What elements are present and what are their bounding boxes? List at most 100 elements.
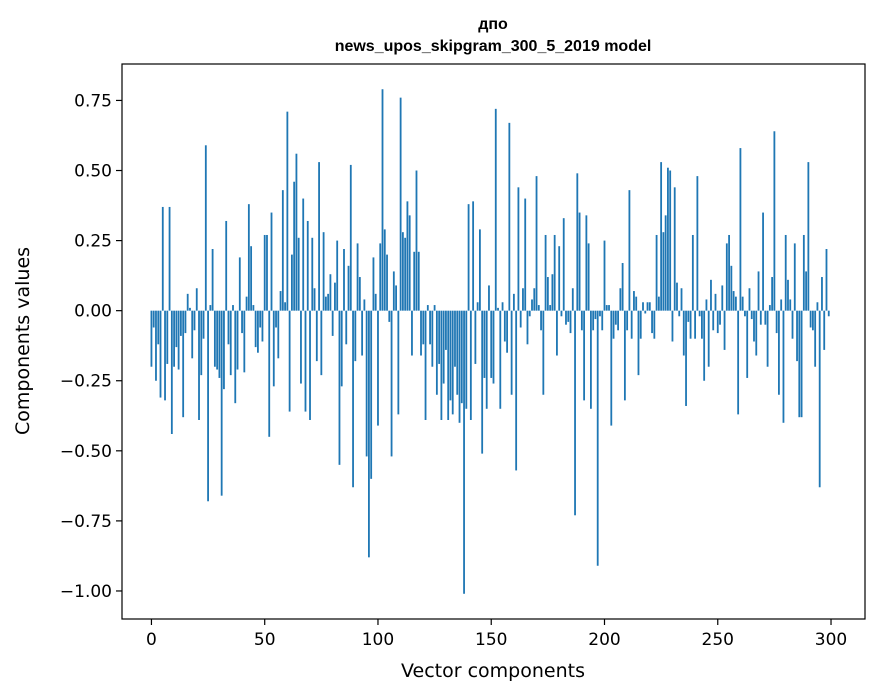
bar	[599, 310, 601, 317]
bar	[415, 170, 418, 311]
bar	[657, 296, 660, 311]
bar	[490, 310, 493, 378]
bar	[646, 302, 649, 311]
bar	[198, 310, 200, 420]
bar	[309, 310, 311, 420]
bar	[386, 254, 388, 311]
bar	[343, 249, 345, 311]
bar	[295, 153, 298, 311]
bar	[621, 263, 624, 311]
bar	[492, 310, 495, 384]
bar	[168, 206, 171, 311]
bar	[687, 310, 690, 322]
bar	[662, 232, 665, 311]
bar	[186, 293, 189, 311]
y-tick-label: −0.50	[60, 442, 112, 462]
bar	[390, 310, 393, 457]
y-tick-label: 0.50	[74, 162, 112, 182]
y-tick-label: −1.00	[60, 582, 112, 602]
bar	[223, 310, 225, 390]
bar	[789, 299, 792, 311]
bar	[236, 310, 239, 370]
bar	[753, 310, 755, 342]
bar	[583, 310, 586, 401]
bar	[648, 302, 651, 311]
bar	[266, 234, 268, 311]
bar	[515, 310, 518, 471]
bar	[603, 240, 606, 311]
bar	[435, 310, 438, 395]
bar	[782, 310, 785, 423]
bar	[639, 310, 642, 339]
bar	[608, 305, 610, 311]
bar	[710, 279, 712, 311]
bar	[200, 310, 203, 376]
bar	[739, 148, 742, 311]
bar	[189, 307, 191, 311]
bar	[766, 310, 769, 367]
bar	[454, 310, 456, 367]
bar	[827, 310, 830, 317]
bar	[592, 310, 595, 331]
bar	[179, 310, 182, 336]
x-tick-label: 300	[815, 630, 847, 650]
bar	[544, 234, 547, 311]
bar	[499, 310, 502, 409]
bar	[574, 310, 576, 516]
bar	[737, 310, 740, 415]
bar	[614, 310, 617, 325]
bar	[517, 187, 520, 311]
bar	[551, 274, 554, 311]
bar	[660, 162, 663, 311]
bar	[623, 310, 626, 401]
bar	[463, 310, 465, 594]
bar	[816, 302, 819, 311]
bar	[272, 310, 275, 387]
bar	[474, 310, 477, 364]
bar	[809, 310, 812, 328]
plot-area-frame	[121, 63, 866, 620]
bar	[365, 310, 368, 457]
bar	[528, 310, 531, 317]
bar	[481, 310, 484, 454]
bar	[381, 89, 384, 311]
bar	[216, 310, 219, 370]
bar	[691, 234, 694, 311]
bar	[268, 310, 271, 437]
bar	[771, 277, 774, 311]
bar	[320, 310, 323, 376]
bar	[204, 145, 207, 311]
bar	[150, 310, 153, 367]
bar	[345, 310, 348, 345]
bar	[626, 310, 629, 331]
bar	[651, 310, 653, 334]
bar	[825, 249, 828, 311]
bar	[338, 310, 341, 465]
bar	[467, 204, 470, 311]
bar	[392, 271, 395, 311]
bar	[250, 246, 253, 311]
bar	[678, 310, 681, 317]
bar	[619, 288, 622, 311]
bar	[540, 310, 542, 331]
bar	[297, 237, 300, 311]
bar	[334, 282, 336, 311]
bar	[177, 310, 180, 370]
x-tick-label: 50	[254, 630, 276, 650]
bar	[705, 299, 708, 311]
bar	[379, 243, 382, 311]
y-tick-label: −0.75	[60, 512, 112, 532]
bar	[361, 310, 364, 356]
bar	[458, 310, 461, 423]
bar	[773, 131, 776, 311]
bar	[811, 310, 814, 331]
bar	[694, 310, 697, 339]
bar	[635, 296, 638, 311]
bar	[485, 310, 488, 409]
bar	[667, 167, 669, 311]
bar	[243, 310, 246, 373]
bar	[456, 310, 459, 395]
bar	[701, 310, 703, 339]
bar	[746, 310, 749, 378]
